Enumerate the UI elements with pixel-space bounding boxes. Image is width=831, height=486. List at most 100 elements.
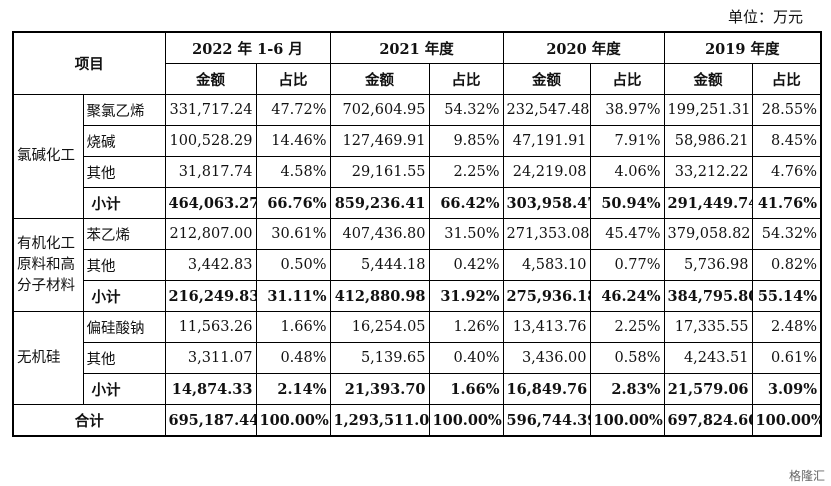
- item-label: 小计: [82, 187, 166, 219]
- amount-cell: 3,311.07: [164, 342, 257, 374]
- ratio-cell: 8.45%: [751, 125, 822, 157]
- table-row: 有机化工原料和高分子材料 苯乙烯 212,807.00 30.61% 407,436.8…: [12, 218, 822, 312]
- ratio-cell: 4.06%: [589, 156, 665, 188]
- total-cell: 697,824.60: [663, 404, 753, 437]
- amount-cell: 4,243.51: [663, 342, 753, 374]
- amount-cell: 271,353.08: [502, 218, 591, 250]
- period-header: 2020 年度: [502, 31, 665, 64]
- amount-cell: 303,958.47: [502, 187, 591, 219]
- table-body: 氯碱化工 聚氯乙烯 331,717.24 47.72% 702,604.95 54.32%…: [12, 94, 822, 405]
- amount-cell: 29,161.55: [329, 156, 430, 188]
- category-cell: 氯碱化工: [12, 94, 84, 219]
- total-cell: 100.00%: [428, 404, 504, 437]
- period-header: 2022 年 1-6 月: [164, 31, 331, 64]
- amount-cell: 216,249.83: [164, 280, 257, 312]
- table-row: 其他 3,442.83 0.50% 5,444.18 0.42% 4,583.10 0.77…: [13, 249, 822, 281]
- ratio-cell: 66.76%: [255, 187, 331, 219]
- ratio-cell: 55.14%: [751, 280, 822, 312]
- amount-cell: 21,393.70: [329, 373, 430, 405]
- amount-cell: 21,579.06: [663, 373, 753, 405]
- total-cell: 695,187.44: [164, 404, 257, 437]
- amount-cell: 11,563.26: [164, 311, 257, 343]
- ratio-cell: 45.47%: [589, 218, 665, 250]
- unit-label: 单位：万元: [727, 8, 803, 26]
- total-cell: 1,293,511.09: [329, 404, 430, 437]
- item-label: 其他: [82, 249, 166, 281]
- amount-cell: 4,583.10: [502, 249, 591, 281]
- watermark-logo: 格隆汇: [786, 467, 827, 484]
- ratio-cell: 9.85%: [428, 125, 504, 157]
- amount-cell: 31,817.74: [164, 156, 257, 188]
- ratio-cell: 0.77%: [589, 249, 665, 281]
- amount-cell: 127,469.91: [329, 125, 430, 157]
- header-row-periods: 项目 2022 年 1-6 月 2021 年度 2020 年度 2019 年度: [12, 31, 822, 95]
- item-label: 聚氯乙烯: [82, 94, 166, 126]
- amount-cell: 232,547.48: [502, 94, 591, 126]
- ratio-cell: 54.32%: [428, 94, 504, 126]
- amount-cell: 47,191.91: [502, 125, 591, 157]
- amount-cell: 702,604.95: [329, 94, 430, 126]
- amount-cell: 5,139.65: [329, 342, 430, 374]
- amount-header: 金额: [663, 63, 753, 95]
- ratio-cell: 3.09%: [751, 373, 822, 405]
- amount-cell: 3,442.83: [164, 249, 257, 281]
- total-cell: 100.00%: [255, 404, 331, 437]
- ratio-header: 占比: [255, 63, 331, 95]
- ratio-header: 占比: [589, 63, 665, 95]
- amount-cell: 859,236.41: [329, 187, 430, 219]
- ratio-cell: 31.50%: [428, 218, 504, 250]
- ratio-cell: 47.72%: [255, 94, 331, 126]
- ratio-header: 占比: [428, 63, 504, 95]
- ratio-cell: 2.48%: [751, 311, 822, 343]
- ratio-cell: 2.83%: [589, 373, 665, 405]
- amount-header: 金额: [164, 63, 257, 95]
- ratio-cell: 31.92%: [428, 280, 504, 312]
- period-header: 2021 年度: [329, 31, 504, 64]
- total-label: 合计: [12, 404, 166, 437]
- ratio-cell: 46.24%: [589, 280, 665, 312]
- subtotal-row: 小计 14,874.33 2.14% 21,393.70 1.66% 16,849.76 2…: [13, 373, 822, 405]
- category-cell: 有机化工原料和高分子材料: [12, 218, 84, 312]
- table-row: 烧碱 100,528.29 14.46% 127,469.91 9.85% 47,191.…: [13, 125, 822, 157]
- item-label: 其他: [82, 156, 166, 188]
- amount-cell: 464,063.27: [164, 187, 257, 219]
- ratio-cell: 2.25%: [428, 156, 504, 188]
- ratio-cell: 2.25%: [589, 311, 665, 343]
- ratio-cell: 30.61%: [255, 218, 331, 250]
- item-label: 其他: [82, 342, 166, 374]
- ratio-cell: 31.11%: [255, 280, 331, 312]
- ratio-cell: 0.50%: [255, 249, 331, 281]
- ratio-cell: 7.91%: [589, 125, 665, 157]
- ratio-cell: 28.55%: [751, 94, 822, 126]
- ratio-cell: 1.66%: [255, 311, 331, 343]
- financial-table: 项目 2022 年 1-6 月 2021 年度 2020 年度 2019 年度 …: [12, 31, 823, 437]
- ratio-cell: 0.40%: [428, 342, 504, 374]
- amount-cell: 58,986.21: [663, 125, 753, 157]
- amount-cell: 100,528.29: [164, 125, 257, 157]
- total-cell: 596,744.39: [502, 404, 591, 437]
- item-label: 烧碱: [82, 125, 166, 157]
- item-label: 偏硅酸钠: [82, 311, 166, 343]
- amount-cell: 14,874.33: [164, 373, 257, 405]
- table-row: 其他 31,817.74 4.58% 29,161.55 2.25% 24,219.08 4…: [13, 156, 822, 188]
- item-label: 苯乙烯: [82, 218, 166, 250]
- ratio-header: 占比: [751, 63, 822, 95]
- ratio-cell: 1.26%: [428, 311, 504, 343]
- item-label: 小计: [82, 373, 166, 405]
- amount-cell: 199,251.31: [663, 94, 753, 126]
- period-header: 2019 年度: [663, 31, 822, 64]
- amount-cell: 379,058.82: [663, 218, 753, 250]
- ratio-cell: 38.97%: [589, 94, 665, 126]
- amount-cell: 33,212.22: [663, 156, 753, 188]
- amount-cell: 291,449.74: [663, 187, 753, 219]
- amount-cell: 16,254.05: [329, 311, 430, 343]
- subtotal-row: 小计 464,063.27 66.76% 859,236.41 66.42% 303,95…: [13, 187, 822, 219]
- total-cell: 100.00%: [589, 404, 665, 437]
- ratio-cell: 0.58%: [589, 342, 665, 374]
- amount-cell: 5,444.18: [329, 249, 430, 281]
- amount-cell: 407,436.80: [329, 218, 430, 250]
- amount-header: 金额: [329, 63, 430, 95]
- amount-cell: 212,807.00: [164, 218, 257, 250]
- amount-cell: 5,736.98: [663, 249, 753, 281]
- category-cell: 无机硅: [12, 311, 84, 405]
